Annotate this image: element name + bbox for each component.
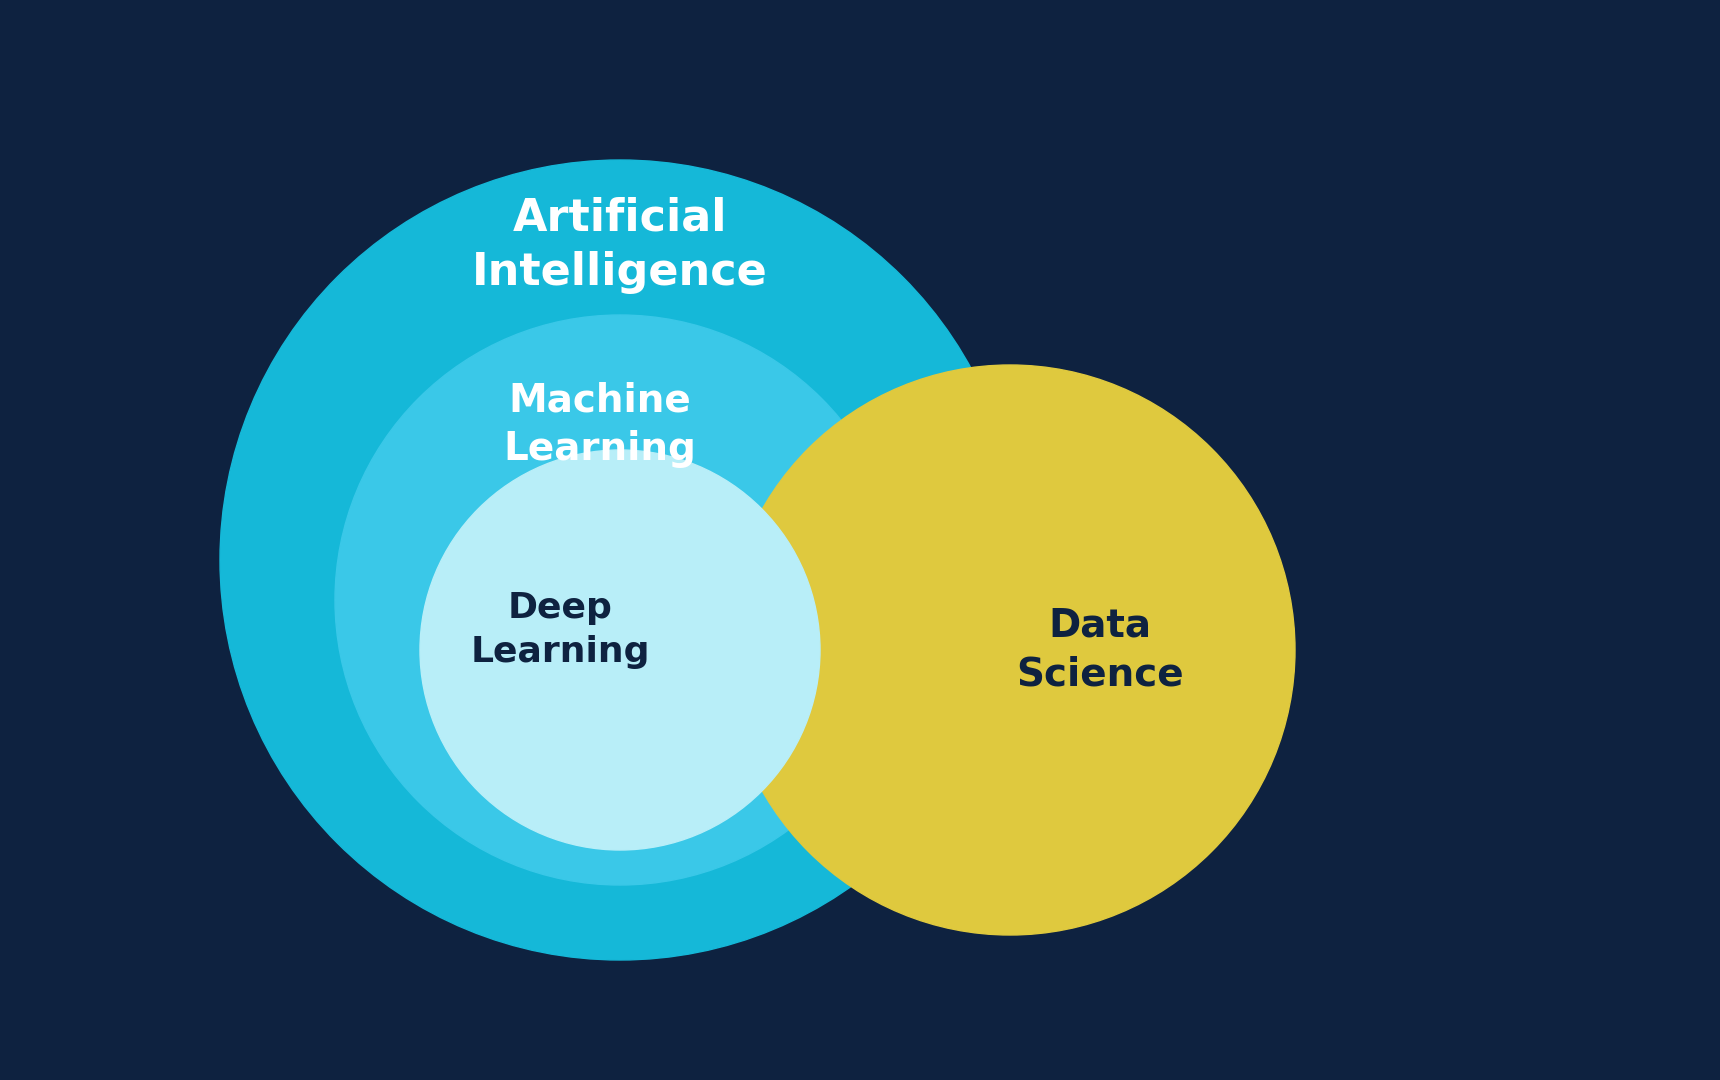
Text: Deep
Learning: Deep Learning	[470, 591, 650, 669]
Circle shape	[726, 365, 1295, 935]
Text: Artificial
Intelligence: Artificial Intelligence	[471, 197, 767, 294]
Text: Machine
Learning: Machine Learning	[504, 381, 697, 469]
Circle shape	[220, 160, 1020, 960]
Text: Data
Science: Data Science	[1017, 607, 1183, 693]
Circle shape	[335, 315, 905, 885]
Circle shape	[420, 450, 820, 850]
